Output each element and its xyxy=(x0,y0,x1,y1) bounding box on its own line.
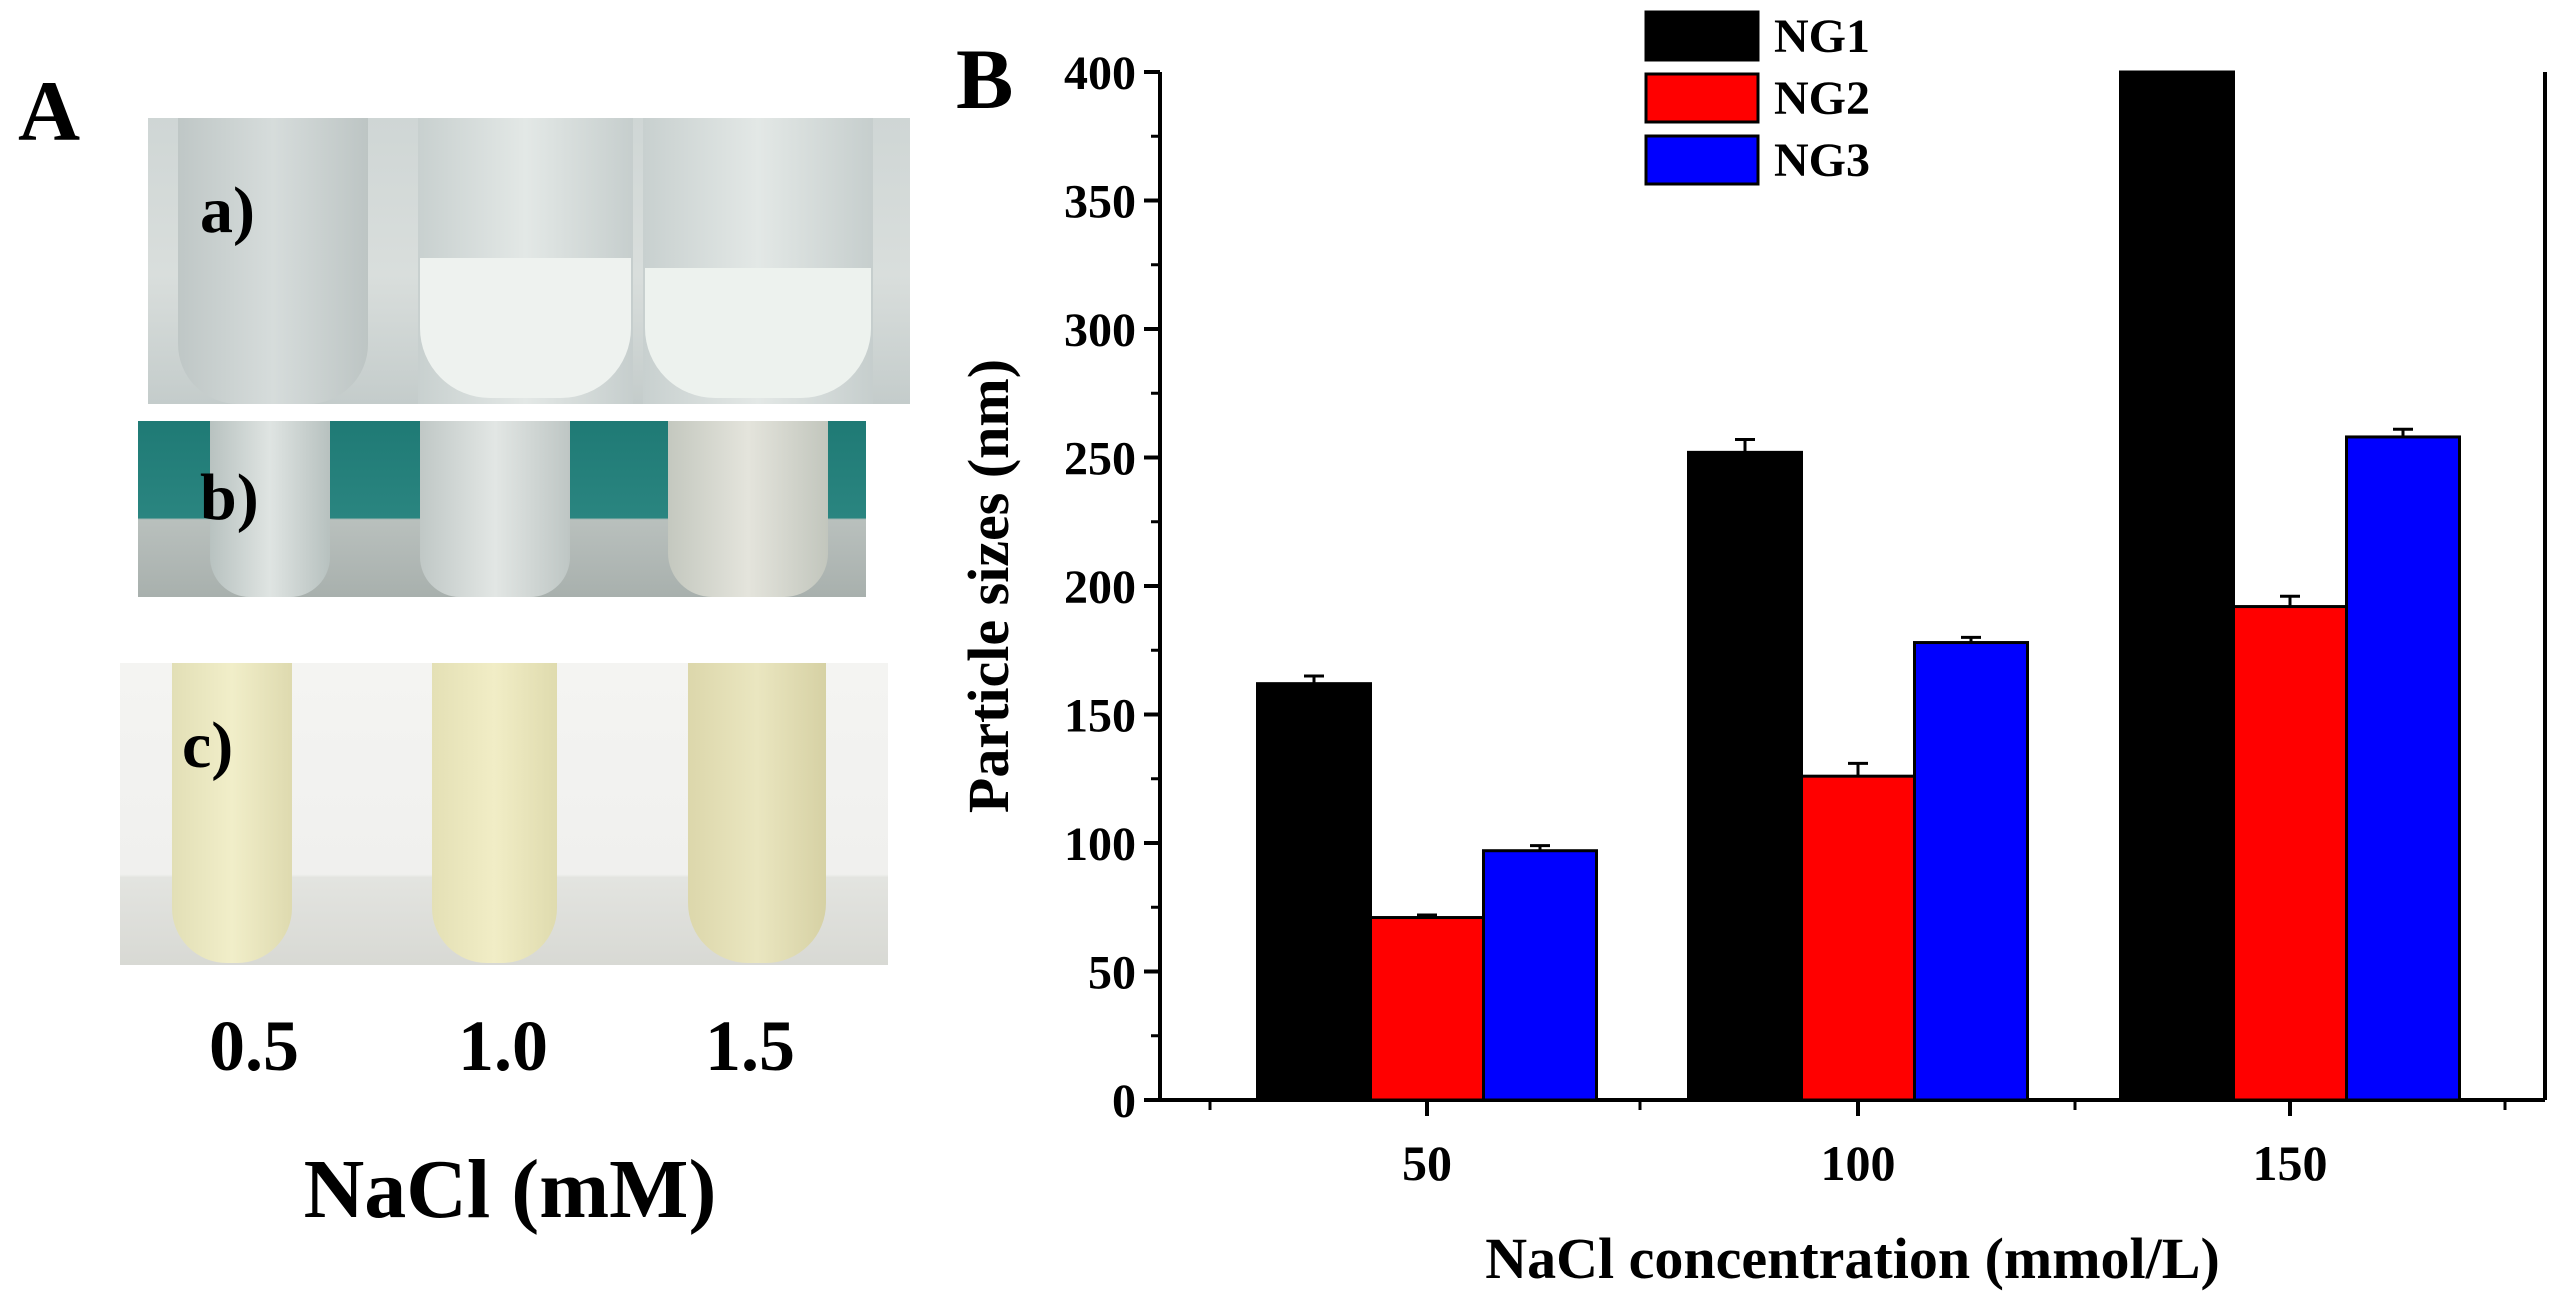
x-tick-label: 50 xyxy=(1402,1135,1452,1191)
y-axis-label: Particle sizes (nm) xyxy=(956,359,1021,813)
x-tick-label: 100 xyxy=(1821,1135,1896,1191)
photo-label-a: a) xyxy=(200,174,255,247)
bar-ng1 xyxy=(1256,682,1372,1102)
concentration-label: 1.0 xyxy=(458,1006,548,1086)
photo-label-c: c) xyxy=(182,709,234,782)
vial-3-liquid xyxy=(645,268,871,398)
legend-swatch-ng2 xyxy=(1644,72,1760,124)
tube-1 xyxy=(210,421,330,597)
x-axis-label: NaCl concentration (mmol/L) xyxy=(1485,1226,2220,1291)
photo-row-a: a) xyxy=(148,118,910,404)
chart-bars xyxy=(1256,70,2461,1102)
bar-ng3 xyxy=(1913,641,2029,1102)
legend-label-ng3: NG3 xyxy=(1774,134,1870,187)
legend-swatch-ng1 xyxy=(1644,10,1760,62)
bar-ng3 xyxy=(1482,849,1598,1102)
y-tick-label: 400 xyxy=(1064,47,1136,100)
photo-row-c: c) xyxy=(120,663,888,965)
bar-ng2 xyxy=(1369,916,1485,1102)
x-tick-label: 150 xyxy=(2253,1135,2328,1191)
y-tick-label: 300 xyxy=(1064,304,1136,357)
tube-3 xyxy=(668,421,828,597)
concentration-label: 0.5 xyxy=(209,1006,299,1086)
legend-swatch-ng3 xyxy=(1644,134,1760,186)
photo-row-b: b) xyxy=(138,421,866,597)
chart-legend: NG1 NG2 NG3 xyxy=(1644,10,1870,187)
vial-2-liquid xyxy=(420,258,631,398)
concentration-label: 1.5 xyxy=(705,1006,795,1086)
y-tick-label: 50 xyxy=(1088,947,1136,1000)
y-tick-label: 250 xyxy=(1064,433,1136,486)
panel-a-x-axis-label: NaCl (mM) xyxy=(303,1143,717,1236)
y-tick-label: 0 xyxy=(1112,1075,1136,1128)
panel-b-label: B xyxy=(956,31,1013,127)
chart-axes: 0 50 100 150 200 250 300 350 400 50 100 150 xyxy=(1064,47,2547,1191)
y-tick-label: 100 xyxy=(1064,818,1136,871)
y-tick-label: 200 xyxy=(1064,561,1136,614)
tube-2 xyxy=(420,421,570,597)
legend-label-ng1: NG1 xyxy=(1774,10,1870,63)
legend-label-ng2: NG2 xyxy=(1774,72,1870,125)
bar-ng1 xyxy=(1687,450,1803,1102)
tube-c-3 xyxy=(688,663,826,963)
panel-a-label: A xyxy=(18,63,81,159)
y-tick-label: 150 xyxy=(1064,690,1136,743)
bar-ng2 xyxy=(1800,774,1916,1102)
bar-ng3 xyxy=(2345,435,2461,1102)
y-tick-label: 350 xyxy=(1064,176,1136,229)
tube-c-1 xyxy=(172,663,292,963)
photo-label-b: b) xyxy=(200,461,259,534)
bar-ng2 xyxy=(2232,605,2348,1102)
bar-ng1 xyxy=(2119,70,2235,1102)
vial-1 xyxy=(178,118,368,404)
tube-c-2 xyxy=(432,663,557,963)
